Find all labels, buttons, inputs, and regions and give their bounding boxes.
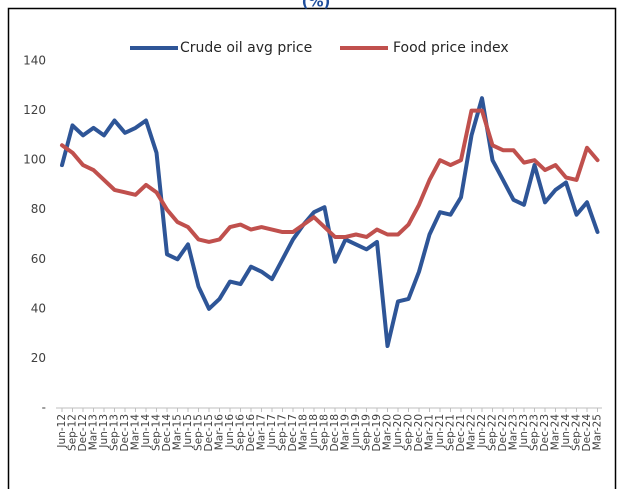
x-tick-label: Dec-22	[497, 414, 509, 451]
x-tick-label: Mar-16	[214, 414, 226, 451]
x-tick-label: Sep-12	[67, 414, 79, 451]
x-tick-label: Jun-22	[476, 414, 488, 449]
x-tick-label: Jun-17	[266, 414, 278, 449]
x-tick-label: Mar-20	[382, 414, 394, 450]
chart-border	[7, 7, 617, 489]
chart-title: (%)	[302, 0, 331, 11]
x-tick-label: Sep-16	[235, 414, 247, 451]
x-tick-label: Sep-21	[445, 414, 457, 451]
x-tick-label: Mar-17	[256, 414, 268, 450]
x-tick-label: Dec-12	[77, 414, 89, 451]
data-line	[60, 108, 600, 244]
x-tick-label: Dec-16	[245, 414, 257, 452]
x-tick-label: Jun-14	[140, 414, 152, 449]
x-tick-label: Sep-24	[571, 414, 583, 451]
x-tick-label: Sep-19	[361, 414, 373, 451]
x-tick-label: Dec-20	[413, 414, 425, 451]
x-tick-label: Jun-16	[224, 414, 236, 449]
x-tick-label: Mar-21	[424, 414, 436, 450]
x-tick-label: Mar-24	[550, 414, 562, 451]
x-tick-label: Mar-18	[298, 414, 310, 450]
y-tick-label: 100	[23, 153, 46, 167]
x-tick-label: Sep-15	[193, 414, 205, 451]
x-tick-label: Dec-19	[371, 414, 383, 451]
x-tick-label: Sep-18	[319, 414, 331, 451]
y-tick-label: 40	[31, 301, 46, 315]
x-tick-label: Jun-15	[182, 414, 194, 449]
x-tick-label: Jun-20	[392, 414, 404, 449]
x-tick-label: Dec-15	[203, 414, 215, 451]
x-tick-label: Sep-13	[109, 414, 121, 451]
data-line	[60, 96, 600, 349]
x-tick-label: Dec-17	[287, 414, 299, 451]
legend-label: Food price index	[393, 40, 509, 56]
x-tick-label: Mar-13	[88, 414, 100, 450]
x-tick-label: Jun-23	[518, 414, 530, 449]
x-tick-label: Mar-14	[130, 414, 142, 451]
x-tick-label: Jun-13	[98, 414, 110, 449]
x-tick-label: Sep-17	[277, 414, 289, 451]
x-tick-label: Mar-19	[340, 414, 352, 450]
x-tick-label: Dec-24	[581, 414, 593, 452]
x-tick-label: Sep-22	[487, 414, 499, 451]
x-tick-label: Jun-18	[308, 414, 320, 449]
x-tick-label: Sep-20	[403, 414, 415, 451]
y-tick-label: -	[42, 401, 46, 415]
x-tick-label: Sep-14	[151, 414, 163, 451]
x-tick-label: Mar-15	[172, 414, 184, 450]
y-tick-label: 60	[31, 252, 46, 266]
x-tick-label: Mar-23	[508, 414, 520, 450]
x-tick-label: Dec-18	[329, 414, 341, 451]
x-tick-label: Mar-25	[592, 414, 604, 450]
y-tick-label: 120	[23, 103, 46, 117]
y-tick-label: 140	[23, 54, 46, 68]
x-tick-label: Jun-19	[350, 414, 362, 449]
x-tick-label: Dec-13	[119, 414, 131, 451]
x-tick-label: Jun-21	[434, 414, 446, 449]
y-tick-label: 20	[31, 351, 46, 365]
x-tick-label: Dec-14	[161, 414, 173, 452]
x-tick-label: Dec-23	[539, 414, 551, 451]
x-tick-label: Mar-22	[466, 414, 478, 450]
x-tick-label: Dec-21	[455, 414, 467, 451]
x-tick-label: Sep-23	[529, 414, 541, 451]
x-tick-label: Jun-12	[56, 414, 68, 449]
x-tick-label: Jun-24	[560, 414, 572, 449]
y-tick-label: 80	[31, 202, 46, 216]
legend-label: Crude oil avg price	[180, 40, 312, 56]
